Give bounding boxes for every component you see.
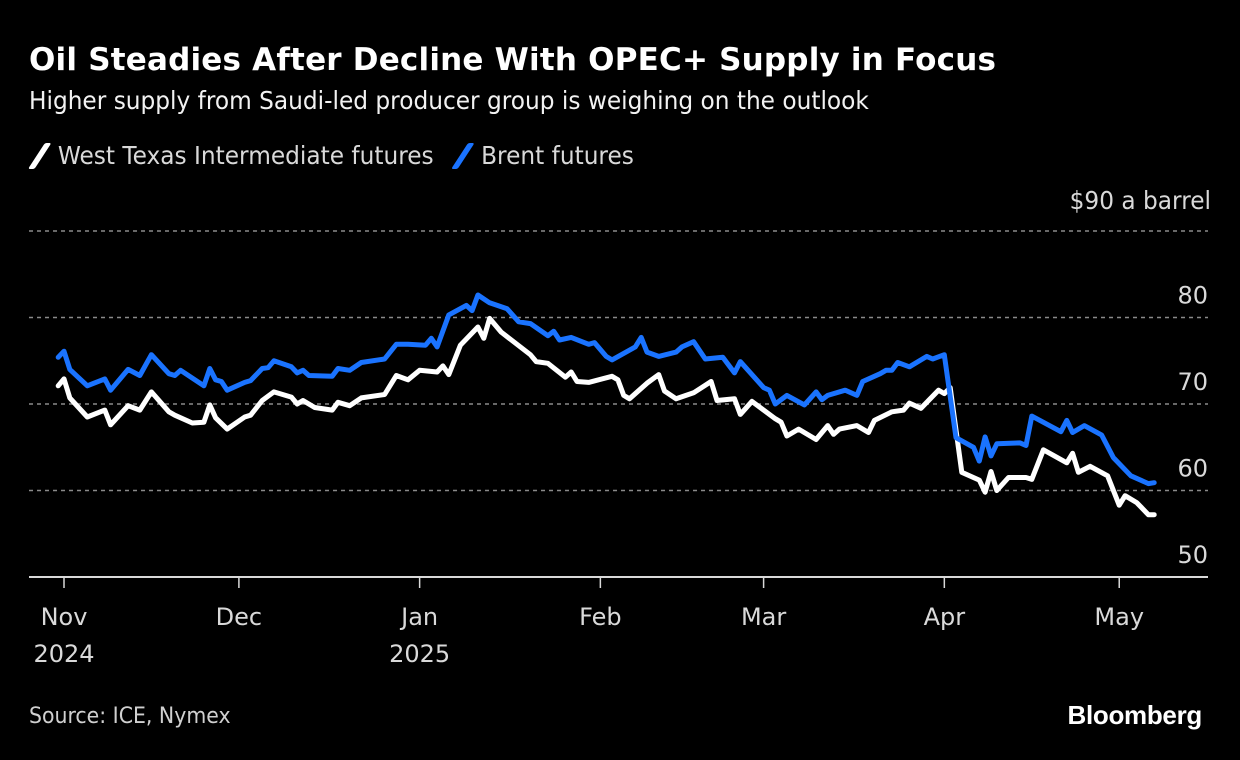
y-tick-label-50: 50 bbox=[1177, 541, 1208, 569]
x-tick-label-apr: Apr bbox=[924, 603, 966, 631]
y-tick-label-80: 80 bbox=[1177, 282, 1208, 310]
x-tick-label-mar: Mar bbox=[741, 603, 786, 631]
y-tick-label-60: 60 bbox=[1177, 455, 1208, 483]
legend-item-wti: West Texas Intermediate futures bbox=[27, 141, 434, 170]
x-axis: Nov 2024 Dec Jan 2025 Feb Mar Apr May bbox=[29, 576, 1208, 668]
legend-label-wti: West Texas Intermediate futures bbox=[57, 141, 434, 170]
x-tick-label-dec: Dec bbox=[216, 603, 262, 631]
chart-title: Oil Steadies After Decline With OPEC+ Su… bbox=[29, 42, 997, 78]
gridlines bbox=[29, 230, 1208, 492]
x-tick-year-2024: 2024 bbox=[33, 640, 94, 668]
x-tick-label-jan: Jan bbox=[399, 603, 438, 631]
legend-label-brent: Brent futures bbox=[481, 141, 634, 170]
legend: West Texas Intermediate futures Brent fu… bbox=[27, 141, 653, 170]
y-axis-unit-label: $90 a barrel bbox=[1069, 186, 1211, 215]
source-note: Source: ICE, Nymex bbox=[29, 704, 231, 729]
wti-line bbox=[55, 315, 1157, 518]
x-tick-label-may: May bbox=[1094, 603, 1144, 631]
y-tick-labels: 50 60 70 80 bbox=[1177, 282, 1208, 570]
x-tick-label-nov: Nov bbox=[41, 603, 88, 631]
legend-item-brent: Brent futures bbox=[451, 141, 634, 170]
x-tick-year-2025: 2025 bbox=[389, 640, 450, 668]
bloomberg-logo: Bloomberg bbox=[1067, 700, 1202, 730]
series-lines bbox=[55, 292, 1157, 518]
x-tick-label-feb: Feb bbox=[579, 603, 622, 631]
y-tick-label-70: 70 bbox=[1177, 368, 1208, 396]
chart-subtitle: Higher supply from Saudi-led producer gr… bbox=[29, 86, 869, 115]
brent-line bbox=[55, 292, 1157, 487]
